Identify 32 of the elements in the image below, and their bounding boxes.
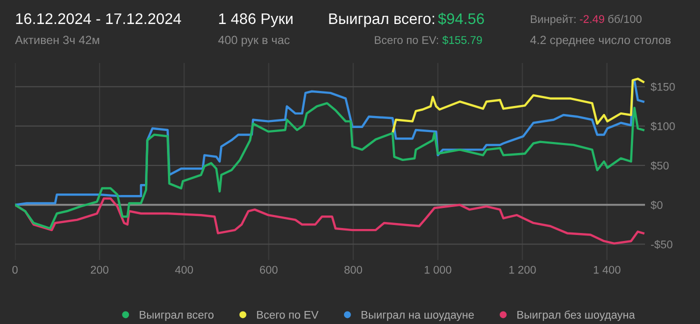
line-series	[15, 79, 644, 206]
x-tick-label: 200	[90, 266, 108, 274]
text: $155.79	[442, 36, 482, 45]
text: $94.56	[438, 12, 484, 26]
legend-label: Всего по EV	[257, 310, 318, 319]
text: Выиграл всего:	[329, 13, 434, 28]
text: -2.49	[580, 15, 604, 23]
legend-label: Выиграл всего	[140, 310, 214, 321]
text: 1 486 Руки	[219, 13, 292, 28]
line-series	[391, 78, 644, 134]
text: 400 рук в час	[218, 36, 290, 46]
y-tick-label: $0	[650, 200, 662, 210]
y-tick-label: $100	[650, 122, 675, 131]
x-tick-label: 400	[175, 266, 193, 274]
x-tick-label: 0	[12, 266, 18, 274]
y-tick-label: -$50	[651, 240, 672, 250]
legend-label: Выиграл без шоудауна	[517, 310, 636, 321]
text: 4.2 среднее число столов	[530, 36, 671, 46]
chart-title: 16.12.2024 - 17.12.2024	[16, 13, 182, 24]
chart-subtitle: Активен 3ч 42м	[15, 36, 100, 44]
y-tick-label: $50	[650, 161, 669, 170]
x-tick-label: 1 200	[509, 266, 536, 274]
legend-label: Выиграл на шоудауне	[362, 310, 474, 321]
x-tick-label: 1 000	[424, 266, 452, 274]
line-series	[15, 102, 644, 230]
text: бб/100	[608, 14, 642, 23]
x-tick-label: 600	[260, 266, 278, 274]
x-tick-label: 800	[344, 266, 362, 274]
x-tick-label: 1 400	[594, 266, 620, 274]
text: Винрейт:	[530, 14, 576, 26]
text: Всего по EV:	[374, 36, 438, 44]
y-tick-label: $150	[650, 82, 675, 92]
